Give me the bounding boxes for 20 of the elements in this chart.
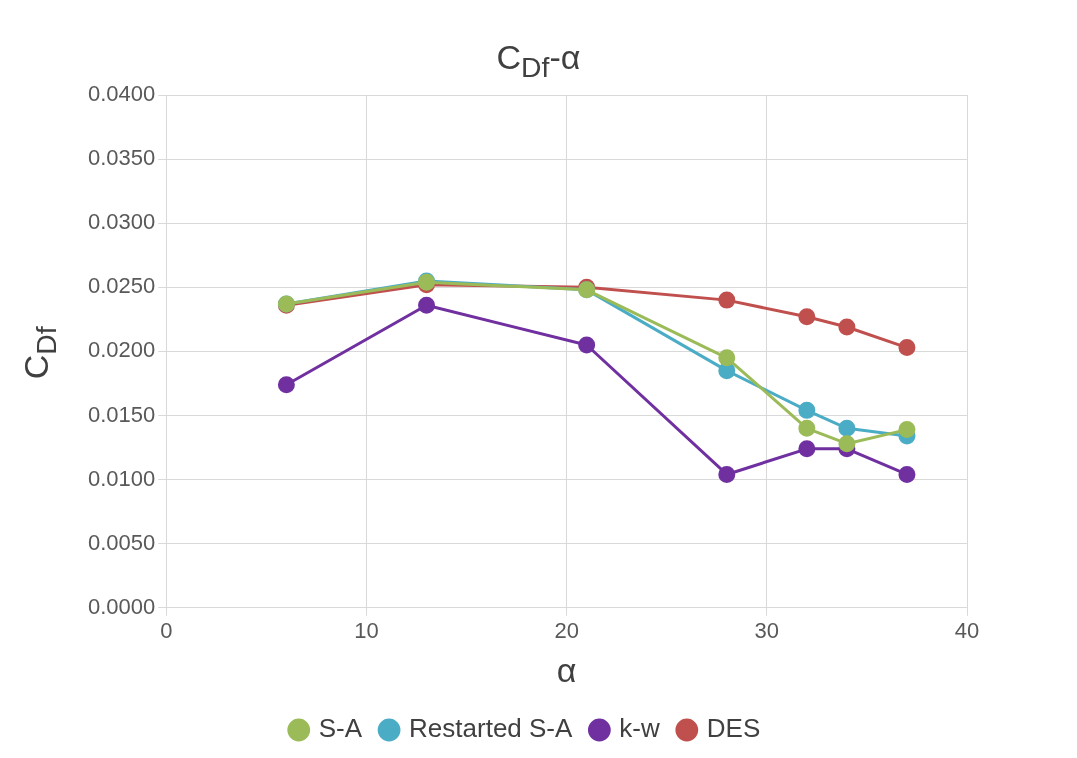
y-tick-label: 0.0300 [87, 209, 156, 235]
x-tick-label: 30 [754, 618, 780, 644]
y-tick-label: 0.0100 [87, 465, 156, 491]
x-tick-label: 10 [354, 618, 379, 644]
legend-label: Restarted S-A [409, 713, 574, 744]
x-axis-title: α [556, 650, 577, 689]
y-tick-label: 0.0050 [87, 529, 156, 555]
x-tick-label: 40 [954, 618, 980, 644]
y-tick-label: 0.0350 [87, 145, 156, 171]
y-tick-label: 0.0400 [87, 81, 156, 107]
legend-label: k-w [619, 713, 661, 744]
legend-label: DES [706, 713, 761, 744]
legend-label: S-A [318, 713, 363, 744]
y-tick-label: 0.0000 [87, 593, 156, 619]
x-tick-label: 0 [160, 618, 173, 644]
y-tick-label: 0.0150 [87, 401, 156, 427]
chart-title: C$_{Df}$-α [496, 38, 581, 83]
x-tick-label: 20 [554, 618, 579, 644]
y-tick-label: 0.0200 [87, 337, 156, 363]
y-tick-label: 0.0250 [87, 273, 156, 299]
